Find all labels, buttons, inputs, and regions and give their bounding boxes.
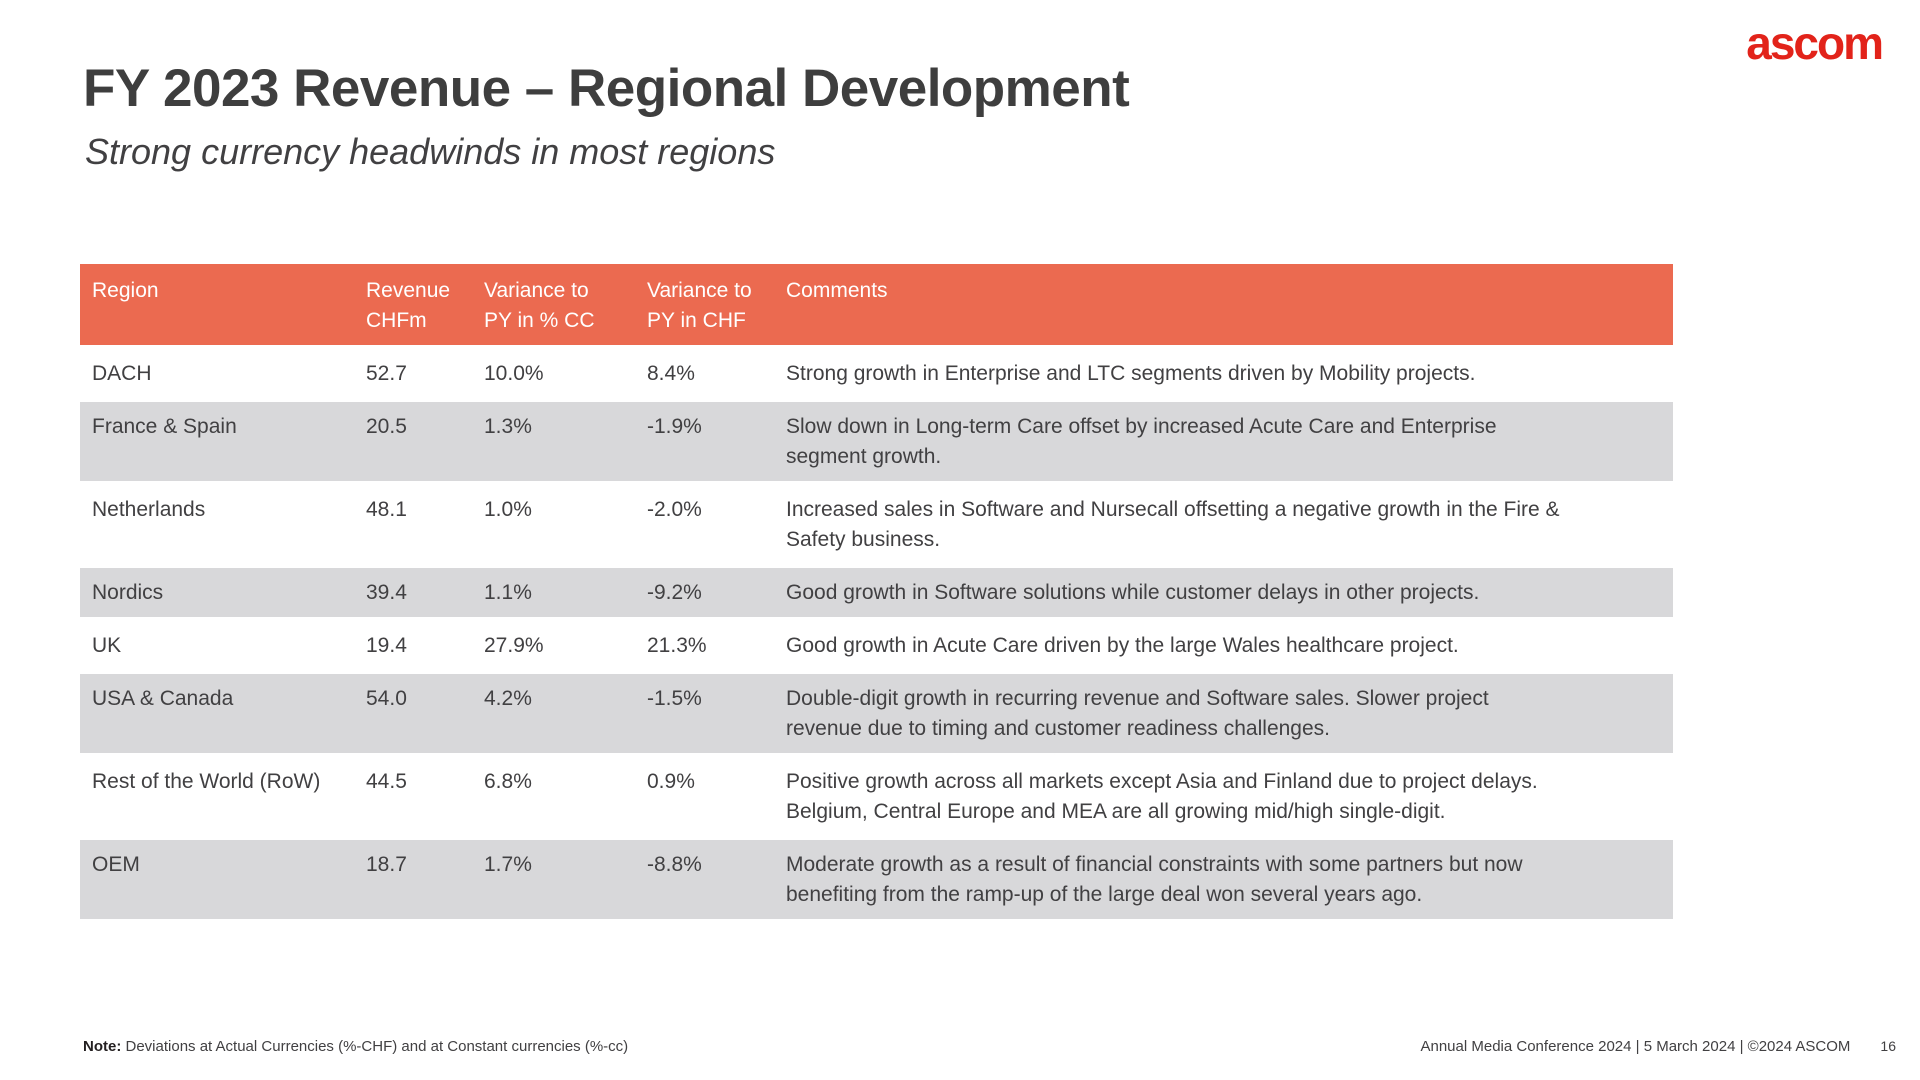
col-header-variance-chf: Variance to PY in CHF	[647, 279, 752, 332]
cell-variance-cc: 4.2%	[484, 687, 532, 710]
cell-variance-cc: 10.0%	[484, 362, 544, 385]
cell-comments: Slow down in Long-term Care offset by in…	[786, 415, 1497, 468]
cell-revenue: 18.7	[366, 853, 407, 876]
cell-variance-chf: 0.9%	[647, 770, 695, 793]
page-subtitle: Strong currency headwinds in most region…	[85, 131, 776, 172]
cell-region: USA & Canada	[92, 687, 234, 710]
cell-comments: Strong growth in Enterprise and LTC segm…	[786, 362, 1476, 385]
footnote-label: Note:	[83, 1038, 122, 1055]
cell-revenue: 44.5	[366, 770, 407, 793]
cell-region: Rest of the World (RoW)	[92, 770, 321, 793]
cell-variance-cc: 1.0%	[484, 498, 532, 521]
cell-region: UK	[92, 634, 122, 657]
page-title: FY 2023 Revenue – Regional Development	[83, 59, 1130, 118]
col-header-variance-cc: Variance to PY in % CC	[484, 279, 595, 332]
cell-revenue: 19.4	[366, 634, 407, 657]
table-row-france-spain: France & Spain 20.5 1.3% -1.9% Slow down…	[80, 402, 1673, 481]
cell-comments: Increased sales in Software and Nursecal…	[786, 498, 1560, 551]
table-row-netherlands: Netherlands 48.1 1.0% -2.0% Increased sa…	[80, 485, 1673, 564]
cell-comments: Double-digit growth in recurring revenue…	[786, 687, 1489, 740]
cell-variance-chf: -2.0%	[647, 498, 702, 521]
cell-region: Nordics	[92, 581, 164, 604]
cell-variance-chf: -8.8%	[647, 853, 702, 876]
footer-meta: Annual Media Conference 2024 | 5 March 2…	[1420, 1038, 1896, 1055]
table-row-rest-of-world: Rest of the World (RoW) 44.5 6.8% 0.9% P…	[80, 757, 1673, 836]
table-row-usa-canada: USA & Canada 54.0 4.2% -1.5% Double-digi…	[80, 674, 1673, 753]
cell-variance-cc: 1.7%	[484, 853, 532, 876]
cell-revenue: 52.7	[366, 362, 407, 385]
table-header-row: Region Revenue CHFm Variance to PY in % …	[80, 264, 1673, 345]
cell-variance-cc: 1.1%	[484, 581, 532, 604]
table-row-nordics: Nordics 39.4 1.1% -9.2% Good growth in S…	[80, 568, 1673, 617]
cell-revenue: 48.1	[366, 498, 407, 521]
cell-variance-chf: 21.3%	[647, 634, 707, 657]
cell-region: Netherlands	[92, 498, 206, 521]
cell-revenue: 20.5	[366, 415, 407, 438]
cell-region: OEM	[92, 853, 140, 876]
col-header-comments: Comments	[786, 279, 888, 302]
cell-region: DACH	[92, 362, 152, 385]
footnote-text: Deviations at Actual Currencies (%-CHF) …	[121, 1038, 629, 1055]
cell-comments: Good growth in Acute Care driven by the …	[786, 634, 1459, 657]
cell-variance-chf: 8.4%	[647, 362, 695, 385]
cell-revenue: 54.0	[366, 687, 407, 710]
table-row-uk: UK 19.4 27.9% 21.3% Good growth in Acute…	[80, 621, 1673, 670]
col-header-region: Region	[92, 279, 159, 302]
cell-variance-chf: -9.2%	[647, 581, 702, 604]
col-header-revenue: Revenue CHFm	[366, 279, 451, 332]
cell-comments: Moderate growth as a result of financial…	[786, 853, 1523, 906]
footer-conference-info: Annual Media Conference 2024 | 5 March 2…	[1420, 1038, 1851, 1055]
cell-region: France & Spain	[92, 415, 237, 438]
ascom-logo: ascom	[1746, 17, 1884, 69]
table-row-dach: DACH 52.7 10.0% 8.4% Strong growth in En…	[80, 349, 1673, 398]
table-row-oem: OEM 18.7 1.7% -8.8% Moderate growth as a…	[80, 840, 1673, 919]
page-number: 16	[1880, 1038, 1896, 1054]
cell-variance-cc: 6.8%	[484, 770, 532, 793]
cell-revenue: 39.4	[366, 581, 407, 604]
regional-revenue-table: Region Revenue CHFm Variance to PY in % …	[80, 264, 1673, 919]
cell-variance-chf: -1.9%	[647, 415, 702, 438]
cell-variance-cc: 27.9%	[484, 634, 544, 657]
cell-variance-chf: -1.5%	[647, 687, 702, 710]
cell-comments: Positive growth across all markets excep…	[786, 770, 1538, 823]
cell-variance-cc: 1.3%	[484, 415, 532, 438]
footnote: Note: Deviations at Actual Currencies (%…	[83, 1038, 628, 1055]
cell-comments: Good growth in Software solutions while …	[786, 581, 1480, 604]
